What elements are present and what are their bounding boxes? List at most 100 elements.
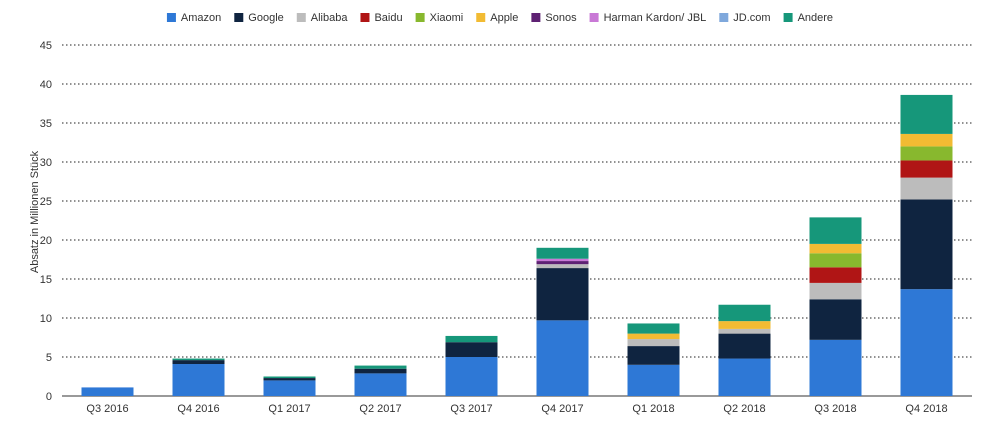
y-tick-label: 35	[40, 118, 52, 130]
bar-segment[interactable]	[536, 320, 589, 396]
bar-segment[interactable]	[627, 346, 680, 365]
x-axis: Q3 2016 Q4 2016 Q1 2017 Q2 2017 Q3 2017 Q4 20…	[86, 403, 947, 415]
bar-segment[interactable]	[627, 339, 680, 347]
y-tick-label: 45	[40, 40, 52, 52]
y-tick-label: 0	[46, 391, 52, 403]
legend-item[interactable]: Amazon	[166, 12, 221, 24]
bar-segment[interactable]	[809, 267, 862, 283]
legend-swatch	[719, 13, 729, 22]
legend-label: Sonos	[545, 12, 577, 24]
x-tick-label: Q4 2018	[905, 403, 947, 415]
legend-item[interactable]: Xiaomi	[415, 12, 464, 24]
bar-segment[interactable]	[809, 299, 862, 340]
legend: Amazon Google Alibaba Baidu Xiaomi Apple Sonos…	[166, 12, 833, 24]
bar-segment[interactable]	[809, 339, 862, 396]
bar-segment[interactable]	[627, 323, 680, 334]
bar-segment[interactable]	[718, 333, 771, 359]
x-tick-label: Q1 2018	[632, 403, 674, 415]
bar-segment[interactable]	[718, 358, 771, 396]
legend-label: Amazon	[181, 12, 221, 24]
bar-segment[interactable]	[445, 335, 498, 343]
bar-segment[interactable]	[536, 264, 589, 269]
bar-segment[interactable]	[900, 199, 953, 290]
legend-label: Andere	[798, 12, 833, 24]
y-tick-label: 10	[40, 313, 52, 325]
legend-item[interactable]: Sonos	[531, 12, 577, 24]
bar-segment[interactable]	[809, 217, 862, 244]
y-tick-label: 40	[40, 79, 52, 91]
legend-label: JD.com	[733, 12, 770, 24]
legend-swatch	[783, 13, 793, 22]
bar-segment[interactable]	[536, 268, 589, 321]
legend-item[interactable]: Harman Kardon/ JBL	[589, 12, 707, 24]
bar-segment[interactable]	[809, 253, 862, 268]
bar-segment[interactable]	[718, 321, 771, 329]
bars	[81, 94, 953, 396]
bar-segment[interactable]	[172, 364, 225, 396]
x-tick-label: Q2 2018	[723, 403, 765, 415]
legend-label: Alibaba	[311, 12, 349, 24]
legend-swatch	[589, 13, 599, 22]
y-tick-label: 30	[40, 157, 52, 169]
y-axis: 0 5 10 15 20 25 30 35 40 45	[40, 40, 52, 403]
y-tick-label: 5	[46, 352, 52, 364]
bar-segment[interactable]	[627, 333, 680, 340]
legend-label: Harman Kardon/ JBL	[604, 12, 707, 24]
legend-label: Google	[248, 12, 283, 24]
bar-segment[interactable]	[263, 376, 316, 379]
bar-segment[interactable]	[263, 380, 316, 396]
legend-label: Xiaomi	[430, 12, 464, 24]
bar-segment[interactable]	[81, 387, 134, 396]
legend-item[interactable]: Google	[234, 12, 284, 24]
bar-segment[interactable]	[445, 342, 498, 357]
legend-swatch	[415, 13, 425, 22]
legend-item[interactable]: Alibaba	[296, 12, 349, 24]
bar-segment[interactable]	[809, 282, 862, 300]
legend-swatch	[360, 13, 370, 22]
x-tick-label: Q1 2017	[268, 403, 310, 415]
bar-segment[interactable]	[627, 364, 680, 396]
legend-item[interactable]: Baidu	[360, 12, 403, 24]
legend-label: Apple	[490, 12, 518, 24]
legend-swatch	[234, 13, 244, 22]
bar-segment[interactable]	[445, 357, 498, 396]
legend-swatch	[296, 13, 306, 22]
x-tick-label: Q3 2016	[86, 403, 128, 415]
x-tick-label: Q4 2016	[177, 403, 219, 415]
bar-segment[interactable]	[900, 177, 953, 200]
bar-segment[interactable]	[172, 360, 225, 365]
x-tick-label: Q2 2017	[359, 403, 401, 415]
x-tick-label: Q3 2017	[450, 403, 492, 415]
y-tick-label: 25	[40, 196, 52, 208]
bar-segment[interactable]	[900, 133, 953, 147]
bar-segment[interactable]	[900, 289, 953, 396]
bar-segment[interactable]	[900, 146, 953, 161]
legend-item[interactable]: Andere	[783, 12, 833, 24]
bar-segment[interactable]	[536, 258, 589, 262]
bar-segment[interactable]	[900, 160, 953, 178]
bar-segment[interactable]	[354, 365, 407, 369]
legend-swatch	[166, 13, 176, 22]
bar-segment[interactable]	[263, 378, 316, 381]
legend-item[interactable]: Apple	[476, 12, 518, 24]
legend-item[interactable]: JD.com	[719, 12, 771, 24]
bar-segment[interactable]	[718, 328, 771, 334]
legend-swatch	[531, 13, 541, 22]
bar-segment[interactable]	[536, 261, 589, 265]
bar-segment[interactable]	[354, 368, 407, 374]
y-tick-label: 15	[40, 274, 52, 286]
y-axis-title: Absatz in Millionen Stück	[29, 150, 41, 273]
bar-segment[interactable]	[718, 304, 771, 322]
y-tick-label: 20	[40, 235, 52, 247]
x-tick-label: Q4 2017	[541, 403, 583, 415]
x-tick-label: Q3 2018	[814, 403, 856, 415]
legend-swatch	[476, 13, 486, 22]
bar-segment[interactable]	[172, 358, 225, 361]
legend-label: Baidu	[374, 12, 402, 24]
bar-segment[interactable]	[900, 94, 953, 134]
bar-segment[interactable]	[354, 373, 407, 396]
bar-segment[interactable]	[809, 243, 862, 254]
bar-segment[interactable]	[536, 247, 589, 259]
